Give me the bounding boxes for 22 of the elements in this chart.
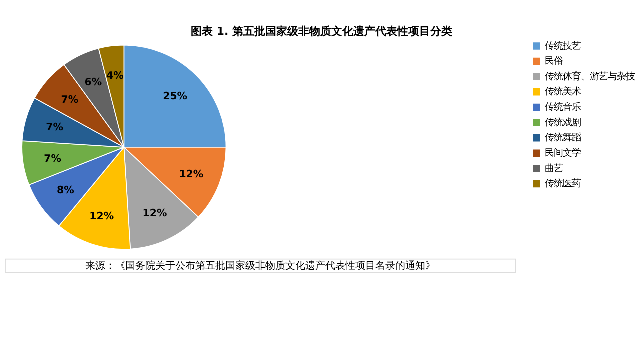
legend-label: 传统技艺 bbox=[545, 40, 582, 52]
data-label: 4% bbox=[106, 71, 124, 82]
chart-title: 图表 1. 第五批国家级非物质文化遗产代表性项目分类 bbox=[190, 25, 452, 38]
data-label: 6% bbox=[84, 77, 102, 88]
legend-label: 传统美术 bbox=[545, 86, 582, 98]
legend-label: 传统音乐 bbox=[545, 102, 582, 114]
data-label: 12% bbox=[142, 208, 168, 220]
data-label: 7% bbox=[44, 154, 62, 166]
legend-label: 传统戏剧 bbox=[545, 117, 582, 128]
data-label: 25% bbox=[163, 92, 188, 103]
legend-label: 曲艺 bbox=[545, 163, 564, 174]
legend-label: 传统医药 bbox=[545, 178, 582, 190]
data-label: 7% bbox=[61, 95, 79, 106]
source-note: 来源：《国务院关于公布第五批国家级非物质文化遗产代表性项目名录的通知》 bbox=[85, 260, 436, 272]
data-label: 7% bbox=[46, 122, 64, 134]
legend-label: 民俗 bbox=[545, 56, 564, 68]
legend-label: 传统舞蹈 bbox=[545, 132, 582, 144]
legend-label: 传统体育、游艺与杂技 bbox=[545, 71, 636, 82]
data-label: 12% bbox=[179, 169, 204, 180]
data-label: 8% bbox=[57, 185, 74, 196]
data-label: 12% bbox=[90, 212, 114, 223]
legend-label: 民间文学 bbox=[545, 148, 582, 159]
